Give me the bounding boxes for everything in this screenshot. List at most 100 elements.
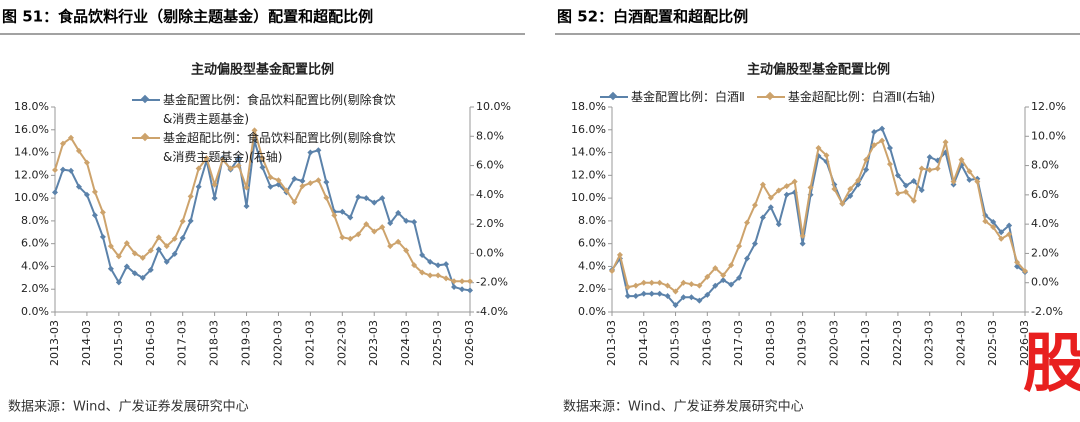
y2-tick-label: 4.0% <box>476 188 504 201</box>
point-marker <box>751 202 758 209</box>
point-marker <box>616 251 623 258</box>
point-marker <box>371 228 378 235</box>
y-tick-label: 14.0% <box>571 146 606 159</box>
point-marker <box>267 174 274 181</box>
point-marker <box>219 156 226 163</box>
point-marker <box>759 181 766 188</box>
x-tick-label: 2022-03 <box>335 320 348 366</box>
point-marker <box>411 262 418 269</box>
x-tick-label: 2013-03 <box>48 320 61 366</box>
x-tick-label: 2021-03 <box>303 320 316 366</box>
point-marker <box>147 247 154 254</box>
point-marker <box>640 279 647 286</box>
chart-title: 主动偏股型基金配置比例 <box>191 62 334 78</box>
x-tick-label: 2024-03 <box>399 320 412 366</box>
point-marker <box>664 293 671 300</box>
x-tick-label: 2020-03 <box>271 320 284 366</box>
point-marker <box>155 246 162 253</box>
y2-tick-label: 4.0% <box>1031 217 1059 230</box>
chart-title: 主动偏股型基金配置比例 <box>747 62 890 78</box>
point-marker <box>347 214 354 221</box>
y2-tick-label: -4.0% <box>476 305 508 318</box>
point-marker <box>934 165 941 172</box>
point-marker <box>115 279 122 286</box>
point-marker <box>982 218 989 225</box>
point-marker <box>998 229 1005 236</box>
point-marker <box>163 243 170 250</box>
point-marker <box>211 181 218 188</box>
point-marker <box>363 195 370 202</box>
legend: 基金配置比例：白酒Ⅱ 基金超配比例：白酒Ⅱ(右轴) <box>600 88 935 107</box>
point-marker <box>775 187 782 194</box>
point-marker <box>831 186 838 192</box>
point-marker <box>99 209 106 216</box>
point-marker <box>990 224 997 231</box>
point-marker <box>966 168 973 175</box>
point-marker <box>99 233 106 240</box>
point-marker <box>632 282 639 289</box>
point-marker <box>59 166 66 173</box>
point-marker <box>339 208 346 215</box>
y2-tick-label: 10.0% <box>476 100 511 113</box>
x-tick-label: 2015-03 <box>112 320 125 366</box>
point-marker <box>227 165 234 172</box>
point-marker <box>918 187 925 194</box>
point-marker <box>67 167 74 174</box>
point-marker <box>419 269 426 276</box>
point-marker <box>1022 268 1028 274</box>
point-marker <box>807 184 814 191</box>
x-tick-label: 2019-03 <box>240 320 253 366</box>
point-marker <box>688 294 695 301</box>
point-marker <box>243 184 250 191</box>
point-marker <box>886 145 893 151</box>
point-marker <box>942 139 949 146</box>
point-marker <box>331 212 338 219</box>
point-marker <box>467 287 473 294</box>
point-marker <box>1014 259 1021 266</box>
y-tick-label: 4.0% <box>21 259 49 272</box>
point-marker <box>235 162 242 169</box>
y2-tick-label: 10.0% <box>1031 129 1066 142</box>
point-marker <box>315 177 322 184</box>
point-marker <box>910 178 917 185</box>
point-marker <box>75 183 82 190</box>
point-marker <box>894 172 901 179</box>
y-tick-label: 6.0% <box>21 237 49 250</box>
point-marker <box>123 240 130 247</box>
point-marker <box>712 265 719 272</box>
point-marker <box>419 252 426 259</box>
point-marker <box>187 217 194 224</box>
point-marker <box>672 288 679 295</box>
point-marker <box>624 284 631 291</box>
point-marker <box>435 262 442 269</box>
point-marker <box>950 178 957 185</box>
y2-tick-label: -2.0% <box>476 276 508 289</box>
point-marker <box>403 247 410 254</box>
point-marker <box>871 142 878 149</box>
point-marker <box>736 274 743 281</box>
point-marker <box>275 177 282 184</box>
x-tick-label: 2022-03 <box>891 320 904 366</box>
point-marker <box>815 145 822 151</box>
point-marker <box>147 266 154 273</box>
y-tick-label: 16.0% <box>571 123 606 136</box>
point-marker <box>52 189 58 196</box>
x-tick-label: 2017-03 <box>176 320 189 366</box>
point-marker <box>886 161 893 168</box>
point-marker <box>459 286 466 293</box>
point-marker <box>680 279 687 286</box>
x-tick-label: 2020-03 <box>827 320 840 366</box>
y-tick-label: 0.0% <box>578 305 606 318</box>
point-marker <box>371 199 378 206</box>
point-marker <box>251 127 258 134</box>
point-marker <box>696 282 703 289</box>
point-marker <box>139 274 146 281</box>
point-marker <box>799 232 806 239</box>
x-tick-label: 2023-03 <box>923 320 936 366</box>
point-marker <box>879 125 886 132</box>
y2-tick-label: 2.0% <box>476 217 504 230</box>
point-marker <box>203 155 210 162</box>
point-marker <box>195 165 202 172</box>
point-marker <box>680 294 687 301</box>
point-marker <box>609 268 615 274</box>
